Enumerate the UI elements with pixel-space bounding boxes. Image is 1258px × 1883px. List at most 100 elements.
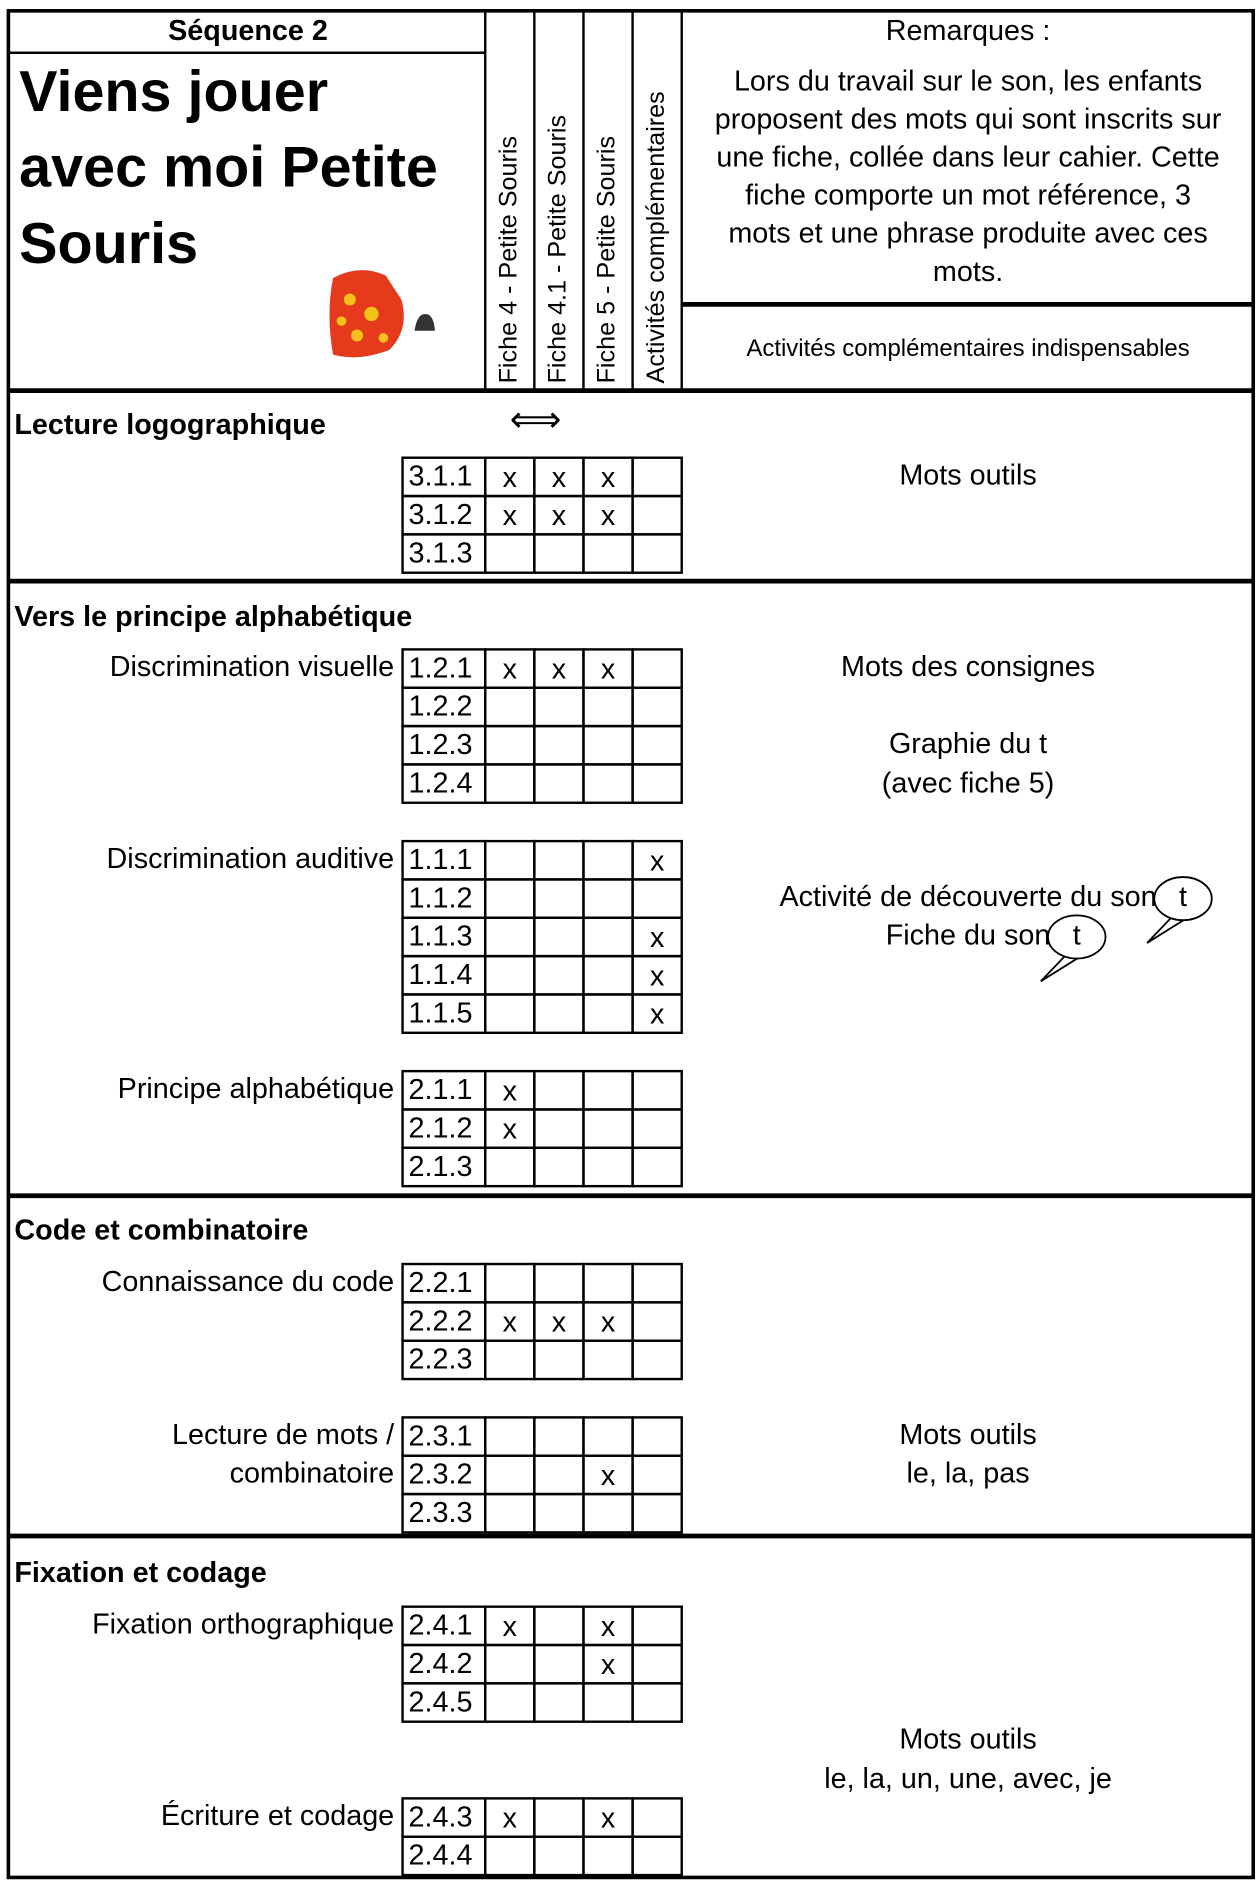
note: Fiche du son: [886, 920, 1051, 952]
row-code: 2.4.3: [409, 1801, 473, 1833]
mark: x: [503, 654, 518, 686]
section-title: Lecture logographique: [14, 409, 325, 441]
row-code: 1.2.2: [409, 691, 473, 723]
cell: [631, 1339, 683, 1381]
cell: [484, 839, 536, 881]
note: le, la, un, une, avec, je: [824, 1763, 1112, 1795]
cell: [631, 494, 683, 536]
mark: x: [601, 1611, 616, 1643]
cell: [484, 533, 536, 574]
cell: [582, 686, 634, 728]
mark: x: [552, 500, 567, 532]
cell: [631, 993, 683, 1034]
row-code: 1.1.1: [409, 844, 473, 876]
cell: [484, 916, 536, 958]
row-code: 1.2.4: [409, 767, 473, 799]
bubble-text: t: [1073, 920, 1081, 952]
row-code: 1.1.3: [409, 921, 473, 953]
row-code: 1.2.1: [409, 652, 473, 684]
cell: [631, 1643, 683, 1685]
cell: [631, 763, 683, 804]
cell: [484, 1146, 536, 1188]
remarks-title: Remarques :: [886, 15, 1051, 47]
mark: x: [601, 1307, 616, 1339]
row-code: 2.4.5: [409, 1686, 473, 1718]
speech-bubble: [1146, 914, 1186, 944]
row-code: 2.3.3: [409, 1497, 473, 1529]
cell: [582, 724, 634, 766]
cell: [631, 1301, 683, 1342]
cell: [484, 1643, 536, 1685]
mouse-illustration: [329, 270, 435, 358]
row-code: 2.2.2: [409, 1305, 473, 1337]
cell: [533, 1492, 585, 1534]
cell: [533, 839, 585, 881]
cell: [582, 954, 634, 996]
cell: [533, 954, 585, 996]
cell: [582, 839, 634, 881]
cell: [582, 1262, 634, 1304]
cell: [582, 763, 634, 804]
cell: [582, 878, 634, 919]
cell: [582, 1108, 634, 1150]
row-code: 2.2.1: [409, 1267, 473, 1299]
mark: x: [503, 1803, 518, 1835]
cell: [533, 533, 585, 574]
mark: x: [503, 1075, 518, 1107]
section-title: Code et combinatoire: [14, 1214, 308, 1246]
cell: [631, 1682, 683, 1723]
note: le, la, pas: [907, 1457, 1030, 1489]
cell: [533, 878, 585, 919]
cell: [631, 686, 683, 728]
cell: [533, 1643, 585, 1685]
cell: [631, 1797, 683, 1838]
cell: [533, 1262, 585, 1304]
cell: [582, 916, 634, 958]
column-header: Fiche 4.1 - Petite Souris: [544, 115, 572, 383]
note: Graphie du t: [889, 728, 1047, 760]
cell: [484, 1339, 536, 1381]
cell: [533, 1454, 585, 1496]
row-code: 2.2.3: [409, 1344, 473, 1376]
speech-bubble: [1047, 914, 1107, 960]
row-code: 3.1.1: [409, 461, 473, 493]
mark: x: [650, 845, 665, 877]
mark: x: [601, 1460, 616, 1492]
section-title: Fixation et codage: [14, 1557, 266, 1589]
cell: [631, 533, 683, 574]
remarks-line: mots et une phrase produite avec ces: [728, 218, 1207, 250]
mark: x: [503, 1307, 518, 1339]
column-header: Fiche 4 - Petite Souris: [494, 136, 522, 383]
mark: x: [601, 1803, 616, 1835]
mark: x: [601, 462, 616, 494]
cell: [533, 1146, 585, 1188]
cell: [533, 724, 585, 766]
cell: [484, 878, 536, 919]
row-code: 1.1.4: [409, 959, 473, 991]
group-label: Écriture et codage: [161, 1799, 394, 1832]
cell: [631, 1416, 683, 1457]
outer-border: [6, 9, 1256, 1880]
bubble-text: t: [1179, 881, 1187, 913]
row-code: 2.4.4: [409, 1840, 473, 1872]
row-code: 2.1.2: [409, 1112, 473, 1144]
mark: x: [601, 500, 616, 532]
cell: [631, 1605, 683, 1647]
title-line: Viens jouer: [19, 60, 328, 124]
mark: x: [601, 1649, 616, 1681]
group-label: Discrimination auditive: [107, 843, 395, 875]
group-label: Lecture de mots /: [172, 1419, 394, 1451]
mark: x: [552, 654, 567, 686]
row-code: 1.2.3: [409, 729, 473, 761]
cell: [533, 1835, 585, 1877]
cell: [533, 686, 585, 728]
column-header: Activités complémentaires: [642, 91, 670, 383]
cell: [582, 1416, 634, 1457]
note: Activité de découverte du son: [779, 881, 1156, 913]
note: Mots des consignes: [841, 651, 1095, 683]
note: (avec fiche 5): [882, 767, 1055, 799]
cell: [631, 1262, 683, 1304]
cell: [533, 1797, 585, 1838]
cell: [582, 1069, 634, 1111]
cell: [484, 993, 536, 1034]
